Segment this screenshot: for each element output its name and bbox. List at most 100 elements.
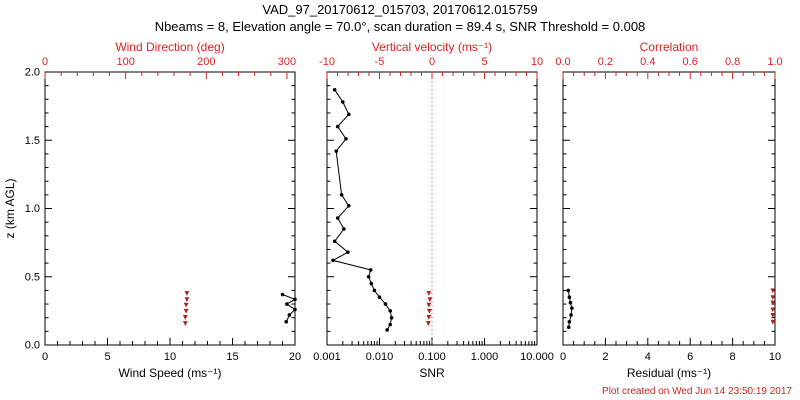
panel-wind: 0 5 10 15 20 Wind Speed (ms⁻¹) 0 100 200 300 Wind …: [42, 40, 301, 380]
chart-graphic: [183, 308, 189, 314]
chart-graphic: [770, 295, 776, 301]
chart-graphic: [426, 315, 432, 320]
tick-label: 8: [730, 351, 736, 363]
y-tick-label: 2.0: [25, 67, 40, 79]
chart-graphic: [182, 315, 188, 320]
chart-graphic: [770, 288, 776, 294]
chart-graphic: [566, 325, 571, 330]
tick-label: 10: [769, 351, 781, 363]
tick-label: 1.000: [471, 351, 499, 363]
bottom-axis-wind: 0 5 10 15 20 Wind Speed (ms⁻¹): [42, 338, 301, 380]
chart-graphic: [293, 307, 297, 312]
chart-graphic: [341, 100, 345, 104]
tick-label: 100: [116, 56, 134, 68]
tick-label: 15: [226, 351, 238, 363]
y-tick-label: 0.0: [25, 340, 40, 352]
series-wind-direction: [182, 291, 190, 326]
top-axis-residual: 0.0 0.2 0.4 0.6 0.8 1.0 Correlation: [555, 40, 783, 79]
chart-graphic: [369, 281, 374, 286]
chart-graphic: [285, 302, 289, 306]
chart-graphic: [334, 149, 339, 153]
tick-label: 0.6: [683, 56, 698, 68]
y-ticks-residual: [563, 71, 775, 346]
chart-graphic: [184, 291, 190, 296]
chart-graphic: [385, 328, 389, 332]
tick-label: -5: [375, 56, 385, 68]
panel-frame: [326, 71, 538, 346]
tick-label: -10: [319, 56, 335, 68]
tick-label: 0.010: [366, 351, 394, 363]
tick-label: 0: [42, 56, 48, 68]
chart-graphic: [342, 227, 346, 231]
chart-graphic: [368, 268, 373, 272]
series-wind-speed: [280, 292, 297, 324]
chart-graphic: [377, 295, 382, 300]
top-axis-title: Wind Direction (deg): [115, 40, 224, 54]
chart-graphic: [770, 312, 776, 318]
tick-label: 0: [429, 56, 435, 68]
bottom-axis-title: Wind Speed (ms⁻¹): [118, 366, 221, 380]
y-tick-label: 1.5: [25, 135, 40, 147]
bottom-axis-title: Residual (ms⁻¹): [627, 366, 711, 380]
tick-label: 0.001: [313, 351, 341, 363]
chart-graphic: [346, 112, 351, 117]
chart-graphic: [388, 309, 393, 313]
chart-graphic: [569, 313, 573, 317]
chart-graphic: [293, 297, 297, 302]
tick-label: 0.0: [555, 56, 570, 68]
series-vertical-velocity: [425, 291, 433, 326]
chart-graphic: [426, 302, 432, 308]
tick-label: 5: [481, 56, 487, 68]
panel-snr: 0.001 0.010 0.100 1.000 10.000 SNR -10 -5 0 5 10 Ve…: [313, 40, 554, 380]
tick-label: 0.100: [418, 351, 446, 363]
chart-graphic: [372, 288, 377, 293]
chart-graphic: [344, 137, 348, 141]
y-tick-label: 1.0: [25, 203, 40, 215]
chart-graphic: [346, 203, 351, 208]
series-correlation: [770, 288, 776, 325]
tick-label: 0: [42, 351, 48, 363]
chart-graphic: [339, 193, 344, 197]
creation-timestamp: Plot created on Wed Jun 14 23:50:19 2017: [602, 386, 792, 397]
chart-graphic: [332, 239, 337, 244]
top-axis-title: Correlation: [640, 40, 699, 54]
chart-graphic: [346, 250, 350, 254]
chart-graphic: [183, 302, 189, 308]
top-axis-title: Vertical velocity (ms⁻¹): [372, 40, 492, 54]
chart-graphic: [566, 288, 571, 293]
panel-frame: [562, 71, 776, 346]
chart-graphic: [567, 295, 572, 300]
tick-label: 0.2: [598, 56, 613, 68]
tick-label: 4: [645, 351, 651, 363]
bottom-axis-title: SNR: [419, 366, 445, 380]
chart-graphic: [770, 319, 776, 325]
chart-graphic: [427, 297, 433, 303]
y-ticks-wind: [45, 71, 295, 346]
chart-graphic: [770, 300, 776, 306]
chart-graphic: [331, 89, 393, 331]
top-axis-wind: 0 100 200 300 Wind Direction (deg): [42, 40, 296, 79]
panel-residual: 0 2 4 6 8 10 Residual (ms⁻¹) 0.0 0.2 0.4 0.6 0.8 1.0…: [555, 40, 782, 380]
chart-graphic: [389, 315, 394, 320]
tick-label: 10: [164, 351, 176, 363]
y-axis-title: z (km AGL): [3, 178, 17, 238]
tick-label: 2: [602, 351, 608, 363]
chart-graphic: [568, 300, 573, 305]
y-ticks-snr: [327, 71, 537, 346]
plot-subtitle: Nbeams = 8, Elevation angle = 70.0°, sca…: [154, 19, 646, 34]
chart-graphic: [383, 302, 388, 306]
chart-graphic: [184, 297, 190, 303]
chart-graphic: [332, 87, 337, 92]
chart-graphic: [567, 319, 572, 324]
tick-label: 300: [278, 56, 296, 68]
y-tick-label: 0.5: [25, 271, 40, 283]
series-residual: [566, 288, 574, 330]
tick-label: 1.0: [767, 56, 782, 68]
tick-label: 0.8: [725, 56, 740, 68]
tick-label: 10.000: [520, 351, 554, 363]
tick-label: 5: [104, 351, 110, 363]
tick-label: 6: [687, 351, 693, 363]
tick-label: 0.4: [640, 56, 655, 68]
tick-label: 10: [531, 56, 543, 68]
